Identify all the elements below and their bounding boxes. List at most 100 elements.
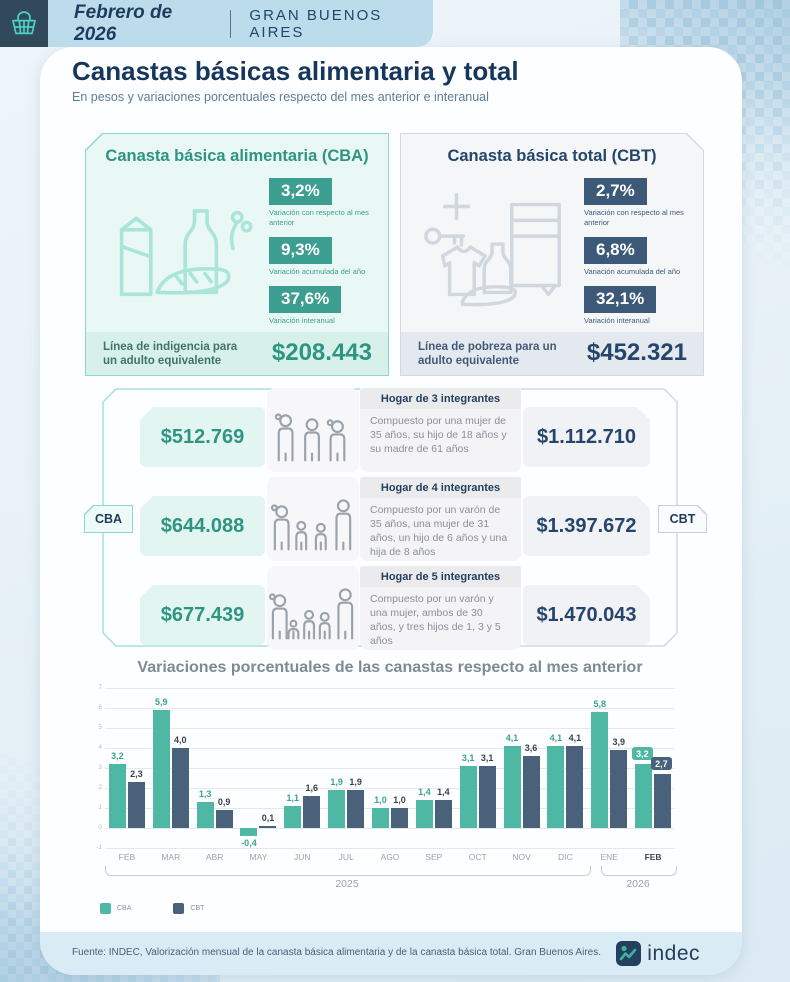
- bar-cbt-ene-11: [610, 750, 628, 828]
- bar-value-cbt-2: 0,9: [217, 797, 231, 807]
- cbt-legend-label: CBT: [190, 905, 205, 912]
- row2-icon-panel: [267, 477, 359, 561]
- family-3-icon: [268, 397, 358, 472]
- bar-value-cba-2: 1,3: [198, 789, 212, 799]
- bar-cbt-feb-0: [127, 782, 145, 828]
- ytick-1: 1: [98, 804, 102, 811]
- bar-cba-mar-1: [152, 710, 170, 828]
- period-label: Febrero de 2026: [74, 1, 173, 45]
- bar-cba-may-3: [240, 828, 258, 836]
- cbt-panel: Canasta básica total (CBT): [400, 133, 704, 376]
- bar-value-cbt-10: 4,1: [568, 733, 582, 743]
- bar-value-cba-9: 4,1: [505, 733, 519, 743]
- bar-cbt-abr-2: [215, 810, 233, 828]
- cba-stat-ytd: 9,3%: [269, 237, 332, 265]
- cba-panel-title: Canasta básica alimentaria (CBA): [105, 147, 369, 165]
- gridline-1: [105, 807, 675, 809]
- source-note: Fuente: INDEC, Valorización mensual de l…: [72, 947, 601, 958]
- chart-title: Variaciones porcentuales de las canastas…: [137, 659, 643, 676]
- footer-strip: Fuente: INDEC, Valorización mensual de l…: [40, 932, 742, 975]
- row2-cba-value: $644.088: [140, 496, 265, 556]
- indigence-line-label: Línea de indigencia para un adulto equiv…: [103, 341, 238, 367]
- bar-value-cba-7: 1,4: [418, 787, 431, 797]
- ytick-7: 7: [98, 684, 102, 691]
- groceries-icon: [102, 186, 260, 316]
- row2-cbt-value: $1.397.672: [523, 496, 650, 556]
- xtick-nov-9: NOV: [512, 852, 531, 862]
- bar-cba-abr-2: [196, 802, 214, 828]
- region-label: GRAN BUENOS AIRES: [249, 6, 383, 41]
- bar-cba-ago-6: [372, 808, 389, 828]
- year-label-2026: 2026: [626, 878, 650, 890]
- bar-value-cba-12: 3,2: [631, 747, 654, 760]
- cbt-panel-title: Canasta básica total (CBT): [447, 147, 657, 165]
- bar-value-cba-4: 1,1: [286, 793, 300, 803]
- bar-value-cbt-5: 1,9: [349, 777, 362, 787]
- bar-value-cbt-8: 3,1: [480, 753, 494, 763]
- bar-value-cba-6: 1,0: [374, 795, 387, 805]
- bar-cbt-sep-7: [434, 800, 452, 828]
- bar-cba-sep-7: [415, 800, 433, 828]
- gridline-2: [105, 787, 675, 789]
- xtick-ene-11: ENE: [600, 852, 618, 862]
- cbt-side-tab-label: CBT: [659, 506, 706, 532]
- cbt-stat-yoy-label: Variación interanual: [584, 316, 650, 326]
- family-4-icon: [268, 486, 358, 561]
- bar-value-cbt-9: 3,6: [524, 743, 538, 753]
- bar-value-cba-0: 3,2: [111, 751, 124, 761]
- bar-value-cbt-11: 3,9: [612, 737, 625, 747]
- gridline-4: [105, 747, 675, 749]
- legend-item-cbt: CBT: [173, 903, 204, 914]
- cba-stat-monthly-label: Variación con respecto al mes anterior: [269, 208, 369, 228]
- bar-value-cbt-0: 2,3: [130, 769, 143, 779]
- bar-cba-jun-4: [284, 806, 302, 828]
- ytick-0: 0: [98, 824, 102, 831]
- cbt-stat-ytd-label: Variación acumulada del año: [584, 267, 681, 277]
- bar-value-cbt-1: 4,0: [174, 735, 187, 745]
- page-title: Canastas básicas alimentaria y total: [72, 56, 519, 86]
- cbt-stat-monthly: 2,7%: [584, 178, 647, 205]
- year-bracket-2026: [601, 866, 677, 876]
- bar-value-cba-3: -0,4: [241, 838, 257, 848]
- indigence-line-strip: Línea de indigencia para un adulto equiv…: [86, 332, 388, 375]
- bar-value-cbt-3: 0,1: [261, 813, 275, 823]
- bar-value-cba-11: 5,8: [593, 699, 606, 709]
- cba-stat-yoy-label: Variación interanual: [269, 316, 335, 326]
- cba-panel: Canasta básica alimentaria (CBA): [85, 133, 389, 376]
- cbt-swatch: [173, 903, 185, 914]
- bar-cbt-nov-9: [522, 756, 540, 828]
- poverty-line-label: Línea de pobreza para un adulto equivale…: [418, 341, 557, 367]
- gridline-5: [105, 727, 675, 729]
- xtick-feb-0: FEB: [118, 852, 136, 862]
- xtick-abr-2: ABR: [205, 852, 224, 862]
- indec-logo-text: indec: [647, 941, 700, 965]
- gridline-7: [105, 687, 675, 689]
- xtick-oct-8: OCT: [468, 852, 487, 862]
- row1-cbt-value: $1.112.710: [523, 407, 650, 467]
- cbt-stats: 2,7% Variación con respecto al mes anter…: [584, 178, 702, 336]
- basket-icon: [12, 10, 36, 34]
- bar-cbt-jul-5: [347, 790, 365, 828]
- row1-icon-panel: [267, 388, 359, 472]
- poverty-line-strip: Línea de pobreza para un adulto equivale…: [401, 332, 703, 375]
- legend-item-cba: CBA: [100, 903, 131, 914]
- cbt-stat-yoy: 32,1%: [584, 286, 656, 313]
- indigence-line-value: $208.443: [271, 339, 372, 366]
- ytick-2: 2: [98, 784, 102, 791]
- ytick-3: 3: [98, 764, 102, 771]
- bar-cbt-oct-8: [478, 766, 496, 828]
- bar-cba-ene-11: [591, 712, 609, 828]
- gridline--1: [105, 847, 675, 849]
- bar-value-cbt-4: 1,6: [305, 783, 319, 793]
- cba-stat-ytd-label: Variación acumulada del año: [269, 267, 366, 277]
- cba-swatch: [100, 903, 111, 914]
- bar-cbt-mar-1: [171, 748, 189, 828]
- bar-cbt-dic-10: [566, 746, 584, 828]
- ytick-5: 5: [98, 724, 102, 731]
- basket-logo-tile: [0, 0, 48, 47]
- xtick-jun-4: JUN: [294, 852, 311, 862]
- cbt-stat-ytd: 6,8%: [584, 237, 647, 264]
- year-bracket-2025: [105, 866, 591, 876]
- cba-stat-yoy: 37,6%: [269, 286, 342, 314]
